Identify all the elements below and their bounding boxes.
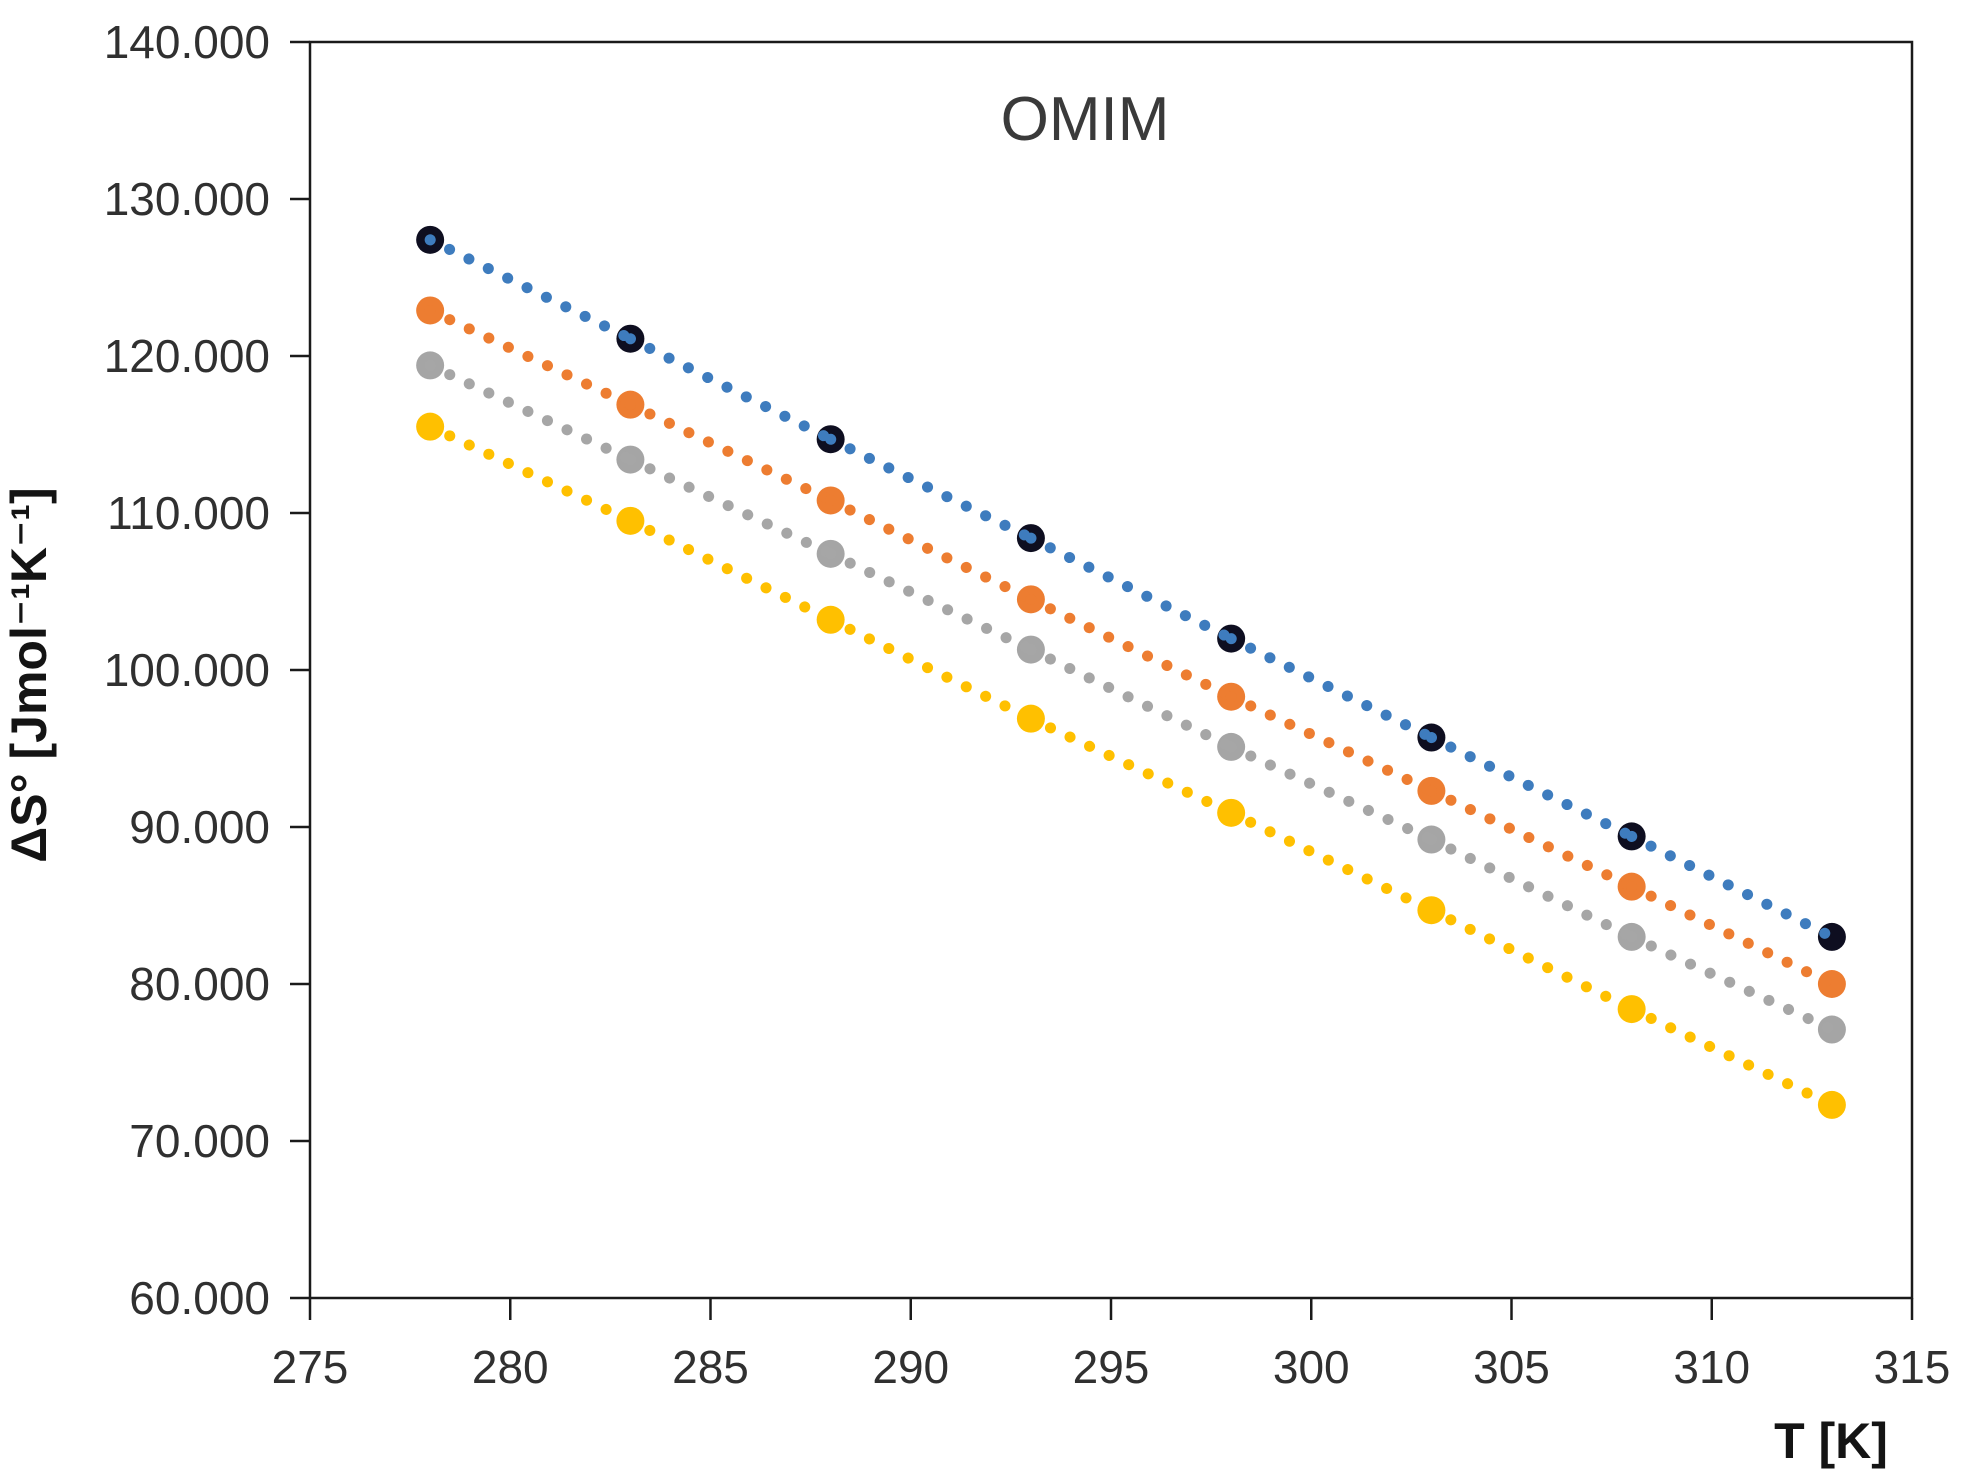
trendline-segment [624, 454, 837, 560]
trendline-segment [1626, 881, 1838, 990]
trendline-segment [1225, 741, 1437, 846]
x-axis-ticks: 275 280 285 290 295 300 305 310 315 [272, 1298, 1951, 1393]
trendline-segment [1626, 1003, 1838, 1111]
x-axis-title: T [K] [1774, 1413, 1888, 1469]
trendline-segment [1025, 713, 1237, 819]
y-tick-label: 140.000 [104, 16, 270, 68]
trendline-segment [1025, 593, 1237, 703]
y-tick-label: 90.000 [129, 801, 270, 853]
trendline-segment [1425, 732, 1638, 842]
trendline-segment [424, 234, 636, 345]
y-tick-label: 110.000 [107, 487, 270, 539]
trendline-segment [1025, 532, 1237, 645]
y-axis-ticks: 60.000 70.000 80.000 90.000 100.000 110.000 12… [104, 16, 310, 1324]
series-series-2-orange [416, 296, 1846, 998]
trendline-segment [1025, 644, 1237, 753]
series-layer [416, 225, 1846, 1119]
x-tick-label: 295 [1073, 1341, 1150, 1393]
trendline-segment [1225, 633, 1437, 744]
trendline-segment [1425, 785, 1638, 893]
x-tick-label: 310 [1673, 1341, 1750, 1393]
y-tick-label: 70.000 [129, 1115, 270, 1167]
trendline-segment [424, 421, 636, 527]
x-tick-label: 315 [1874, 1341, 1951, 1393]
x-tick-label: 280 [472, 1341, 549, 1393]
series-series-4-yellow [416, 412, 1846, 1119]
trendline-segment [1425, 834, 1638, 943]
trendline-segment [1225, 691, 1437, 797]
trendline-segment [424, 359, 636, 466]
trendline-segment [624, 333, 837, 445]
x-tick-label: 305 [1473, 1341, 1550, 1393]
trendline-segment [424, 304, 636, 411]
trendline-segment [624, 515, 837, 626]
x-tick-label: 290 [872, 1341, 949, 1393]
series-series-3-gray [416, 351, 1846, 1044]
trendline-segment [825, 433, 1037, 544]
y-tick-label: 100.000 [104, 644, 270, 696]
trendline-segment [1626, 931, 1838, 1036]
trendline-segment [1225, 807, 1437, 916]
y-tick-label: 80.000 [129, 958, 270, 1010]
trendline-segment [1425, 904, 1638, 1015]
trendline-segment [1626, 830, 1838, 943]
trendline-segment [825, 494, 1037, 605]
plot-area-border [308, 40, 1914, 1300]
chart-title: OMIM [1001, 85, 1170, 154]
y-tick-label: 120.000 [104, 330, 270, 382]
x-tick-label: 275 [272, 1341, 349, 1393]
series-series-1-dark-blue [416, 225, 1846, 951]
y-axis-title: ΔS° [Jmol⁻¹K⁻¹] [1, 487, 57, 862]
trendline-segment [825, 548, 1037, 656]
trendline-segment [624, 399, 837, 506]
x-tick-label: 300 [1273, 1341, 1350, 1393]
y-tick-label: 130.000 [104, 173, 270, 225]
y-tick-label: 60.000 [129, 1272, 270, 1324]
x-tick-label: 285 [672, 1341, 749, 1393]
trendline-segment [825, 614, 1037, 725]
